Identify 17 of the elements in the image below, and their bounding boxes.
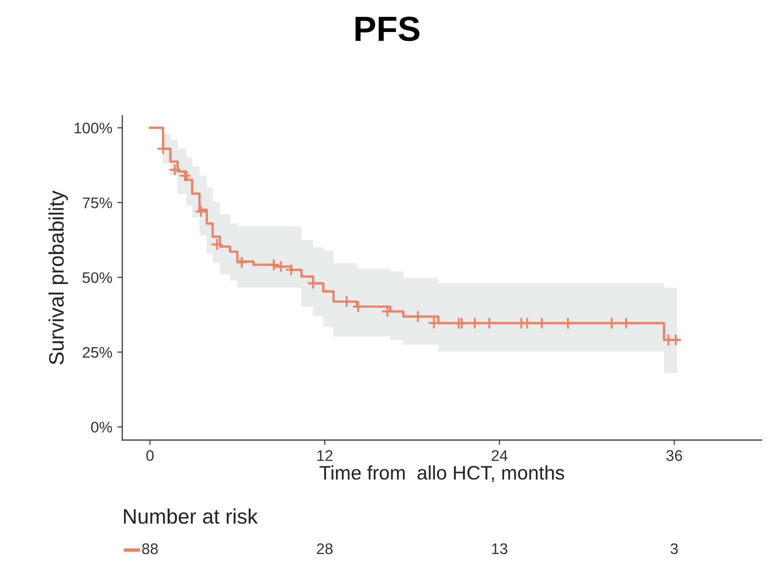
y-tick-label: 75%: [82, 197, 112, 208]
text: 13: [492, 543, 508, 554]
x-tick-label: 36: [666, 450, 682, 461]
x-tick-label: 12: [317, 450, 332, 461]
text: Number at risk: [124, 508, 258, 524]
y-axis-title: Survival probability: [48, 190, 68, 364]
text: 3: [670, 543, 678, 554]
text: 28: [316, 543, 333, 554]
y-tick-label: 100%: [74, 122, 112, 134]
text: 88: [142, 543, 158, 554]
y-tick-label: 25%: [82, 346, 112, 358]
y-tick-label: 0%: [91, 422, 112, 433]
chart-title: PFS: [356, 16, 420, 42]
x-axis-title: Time from allo HCT, months: [320, 465, 564, 482]
x-tick-label: 0: [146, 450, 154, 461]
x-tick-label: 24: [492, 450, 508, 461]
y-tick-label: 50%: [82, 272, 112, 284]
